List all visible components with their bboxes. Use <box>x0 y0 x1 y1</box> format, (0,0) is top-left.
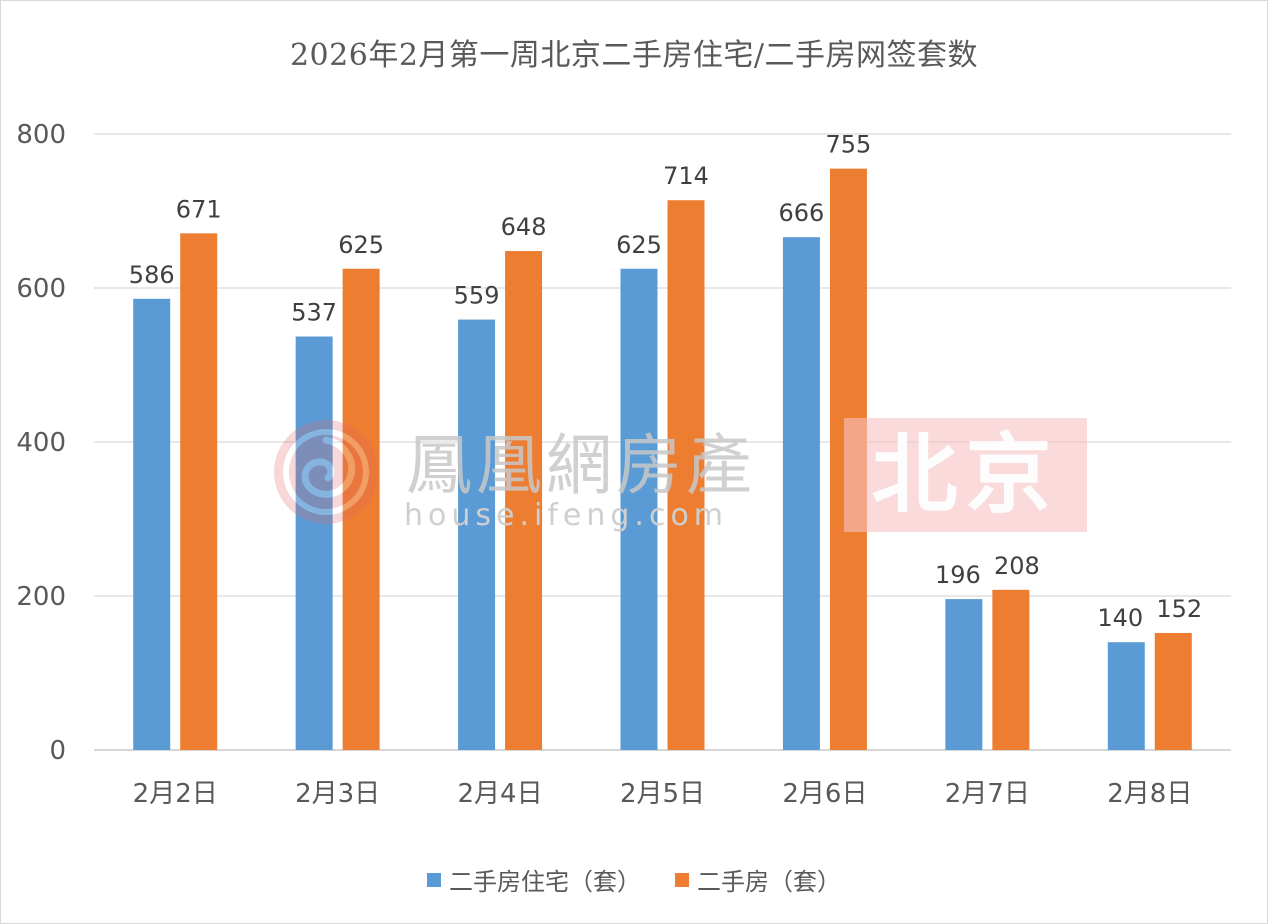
data-label: 559 <box>454 282 500 310</box>
bar-residential-6 <box>945 599 983 750</box>
x-tick-label: 2月2日 <box>133 779 218 809</box>
bars <box>133 168 1192 751</box>
bar-residential-1 <box>133 298 171 750</box>
data-labels: 586 671 537 625 559 648 625 714 666 755 196 208 140 1… <box>129 131 1202 633</box>
y-tick-label: 0 <box>49 736 66 766</box>
bar-residential-4 <box>620 268 658 750</box>
x-tick-label: 2月4日 <box>458 779 543 809</box>
bar-secondhand-3 <box>505 251 543 751</box>
bar-secondhand-5 <box>829 168 867 750</box>
data-label: 586 <box>129 261 175 289</box>
data-label: 208 <box>994 552 1040 580</box>
legend-item-secondhand: 二手房（套） <box>675 862 841 897</box>
data-label: 196 <box>935 561 981 589</box>
x-tick-label: 2月3日 <box>295 779 380 809</box>
bar-residential-2 <box>295 336 333 750</box>
data-label: 625 <box>616 231 662 259</box>
bar-secondhand-2 <box>342 268 380 750</box>
bar-residential-7 <box>1107 642 1145 750</box>
y-tick-label: 600 <box>16 274 66 304</box>
x-tick-label: 2月5日 <box>620 779 705 809</box>
legend-swatch-residential <box>427 872 441 887</box>
bar-secondhand-6 <box>992 589 1030 750</box>
legend: 二手房住宅（套） 二手房（套） <box>0 862 1268 897</box>
gridlines <box>94 133 1231 751</box>
data-label: 671 <box>176 195 222 223</box>
legend-item-residential: 二手房住宅（套） <box>427 862 641 897</box>
y-axis-ticks: 0 200 400 600 800 <box>16 120 66 766</box>
bar-secondhand-1 <box>180 233 218 750</box>
data-label: 152 <box>1156 595 1202 623</box>
chart-title: 2026年2月第一周北京二手房住宅/二手房网签套数 <box>289 38 979 73</box>
bar-secondhand-4 <box>667 200 705 751</box>
x-axis-ticks: 2月2日 2月3日 2月4日 2月5日 2月6日 2月7日 2月8日 <box>133 779 1193 809</box>
y-tick-label: 800 <box>16 120 66 150</box>
legend-label-secondhand: 二手房（套） <box>697 868 841 896</box>
x-tick-label: 2月7日 <box>945 779 1030 809</box>
data-label: 755 <box>826 131 872 159</box>
bar-residential-3 <box>458 319 496 750</box>
data-label: 140 <box>1097 604 1143 632</box>
y-tick-label: 400 <box>16 428 66 458</box>
data-label: 625 <box>338 231 384 259</box>
x-tick-label: 2月8日 <box>1107 779 1192 809</box>
legend-label-residential: 二手房住宅（套） <box>449 868 641 896</box>
data-label: 666 <box>779 199 825 227</box>
bar-secondhand-7 <box>1154 632 1192 750</box>
bar-residential-5 <box>782 237 820 750</box>
x-tick-label: 2月6日 <box>782 779 867 809</box>
legend-swatch-secondhand <box>675 872 689 887</box>
y-tick-label: 200 <box>16 582 66 612</box>
data-label: 537 <box>291 299 337 327</box>
data-label: 714 <box>663 162 709 190</box>
data-label: 648 <box>501 213 547 241</box>
